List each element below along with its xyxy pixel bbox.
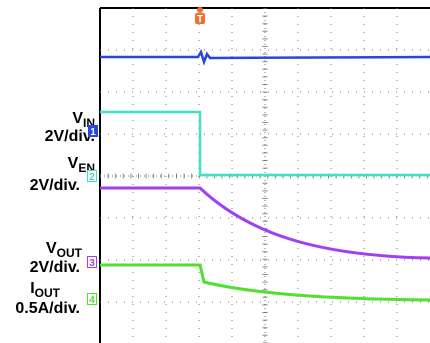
channel-number: 2 bbox=[89, 172, 95, 183]
trigger-label: T bbox=[197, 14, 203, 25]
label-sub: OUT bbox=[35, 286, 61, 300]
channel-marker bbox=[88, 125, 98, 137]
channel-marker bbox=[87, 170, 97, 182]
iout-trace bbox=[100, 263, 430, 302]
ven-trace bbox=[100, 110, 430, 177]
channel-number: 3 bbox=[89, 258, 95, 269]
label-main: V bbox=[46, 240, 57, 257]
channel-scale: 2V/div. bbox=[45, 128, 95, 145]
channel-marker bbox=[87, 256, 97, 268]
vin-trace bbox=[100, 48, 430, 66]
trigger-marker bbox=[195, 13, 205, 24]
channel-scale: 0.5A/div. bbox=[15, 300, 80, 317]
channel-number: 4 bbox=[89, 295, 95, 306]
channel-scale: 2V/div. bbox=[30, 177, 80, 194]
label-sub: OUT bbox=[57, 246, 83, 260]
channel-label: VOUT bbox=[46, 240, 83, 260]
vout-trace bbox=[100, 186, 430, 260]
trigger-dot bbox=[197, 7, 203, 13]
channel-label: IOUT bbox=[30, 280, 60, 300]
label-main: I bbox=[30, 280, 34, 297]
channel-scale: 2V/div. bbox=[30, 259, 80, 276]
label-main: V bbox=[68, 155, 79, 172]
label-main: V bbox=[72, 110, 83, 127]
channel-marker bbox=[87, 293, 97, 305]
channel-number: 1 bbox=[90, 127, 96, 138]
